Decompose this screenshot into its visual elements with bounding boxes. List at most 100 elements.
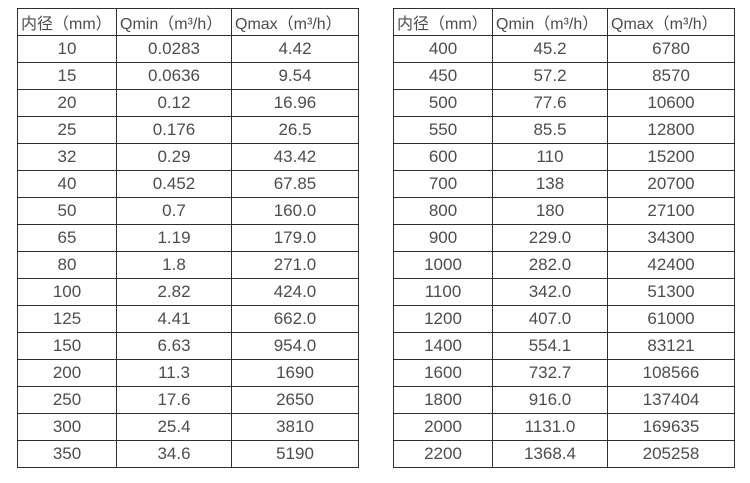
cell: 1800: [393, 386, 493, 414]
cell: 732.7: [492, 359, 608, 387]
cell: 1.8: [116, 251, 232, 279]
cell: 800: [393, 197, 493, 225]
cell: 20: [17, 89, 117, 117]
table-row: 350 34.6 5190: [17, 440, 359, 468]
table-row: 400 45.2 6780: [393, 35, 735, 63]
header-row: 内径（mm） Qmin（m³/h） Qmax（m³/h）: [393, 8, 735, 36]
cell: 0.12: [116, 89, 232, 117]
col-header: Qmin（m³/h）: [492, 8, 608, 36]
cell: 34300: [607, 224, 735, 252]
cell: 0.0283: [116, 35, 232, 63]
cell: 0.7: [116, 197, 232, 225]
cell: 32: [17, 143, 117, 171]
cell: 450: [393, 62, 493, 90]
cell: 662.0: [231, 305, 359, 333]
cell: 424.0: [231, 278, 359, 306]
cell: 180: [492, 197, 608, 225]
cell: 205258: [607, 440, 735, 468]
cell: 85.5: [492, 116, 608, 144]
cell: 8570: [607, 62, 735, 90]
cell: 6780: [607, 35, 735, 63]
cell: 10: [17, 35, 117, 63]
cell: 80: [17, 251, 117, 279]
cell: 15: [17, 62, 117, 90]
cell: 1131.0: [492, 413, 608, 441]
cell: 1400: [393, 332, 493, 360]
table-row: 600 110 15200: [393, 143, 735, 171]
cell: 42400: [607, 251, 735, 279]
table-row: 40 0.452 67.85: [17, 170, 359, 198]
cell: 27100: [607, 197, 735, 225]
cell: 1200: [393, 305, 493, 333]
table-row: 50 0.7 160.0: [17, 197, 359, 225]
table-row: 700 138 20700: [393, 170, 735, 198]
table-row: 125 4.41 662.0: [17, 305, 359, 333]
table-row: 65 1.19 179.0: [17, 224, 359, 252]
table-row: 80 1.8 271.0: [17, 251, 359, 279]
cell: 51300: [607, 278, 735, 306]
table-row: 1000 282.0 42400: [393, 251, 735, 279]
cell: 169635: [607, 413, 735, 441]
cell: 61000: [607, 305, 735, 333]
cell: 916.0: [492, 386, 608, 414]
cell: 554.1: [492, 332, 608, 360]
cell: 271.0: [231, 251, 359, 279]
table-row: 10 0.0283 4.42: [17, 35, 359, 63]
cell: 0.0636: [116, 62, 232, 90]
cell: 5190: [231, 440, 359, 468]
cell: 0.176: [116, 116, 232, 144]
cell: 26.5: [231, 116, 359, 144]
cell: 11.3: [116, 359, 232, 387]
table-row: 500 77.6 10600: [393, 89, 735, 117]
cell: 342.0: [492, 278, 608, 306]
cell: 2000: [393, 413, 493, 441]
cell: 200: [17, 359, 117, 387]
table-row: 450 57.2 8570: [393, 62, 735, 90]
table-row: 250 17.6 2650: [17, 386, 359, 414]
col-header: 内径（mm）: [17, 8, 117, 36]
cell: 50: [17, 197, 117, 225]
cell: 125: [17, 305, 117, 333]
table-row: 2000 1131.0 169635: [393, 413, 735, 441]
cell: 83121: [607, 332, 735, 360]
cell: 3810: [231, 413, 359, 441]
spec-tables-container: 内径（mm） Qmin（m³/h） Qmax（m³/h） 10 0.0283 4.42 15…: [17, 8, 735, 468]
cell: 250: [17, 386, 117, 414]
table-row: 2200 1368.4 205258: [393, 440, 735, 468]
table-row: 32 0.29 43.42: [17, 143, 359, 171]
table-row: 1800 916.0 137404: [393, 386, 735, 414]
col-header: Qmax（m³/h）: [231, 8, 359, 36]
cell: 2200: [393, 440, 493, 468]
cell: 65: [17, 224, 117, 252]
table-row: 150 6.63 954.0: [17, 332, 359, 360]
cell: 137404: [607, 386, 735, 414]
cell: 20700: [607, 170, 735, 198]
cell: 9.54: [231, 62, 359, 90]
cell: 0.452: [116, 170, 232, 198]
cell: 1600: [393, 359, 493, 387]
cell: 282.0: [492, 251, 608, 279]
table-row: 800 180 27100: [393, 197, 735, 225]
cell: 12800: [607, 116, 735, 144]
table-row: 100 2.82 424.0: [17, 278, 359, 306]
table-row: 1100 342.0 51300: [393, 278, 735, 306]
flow-table-large-diameters: 内径（mm） Qmin（m³/h） Qmax（m³/h） 400 45.2 6780 450…: [393, 8, 735, 468]
cell: 6.63: [116, 332, 232, 360]
cell: 1000: [393, 251, 493, 279]
table-row: 900 229.0 34300: [393, 224, 735, 252]
cell: 57.2: [492, 62, 608, 90]
cell: 2.82: [116, 278, 232, 306]
cell: 10600: [607, 89, 735, 117]
flow-table-small-diameters: 内径（mm） Qmin（m³/h） Qmax（m³/h） 10 0.0283 4.42 15…: [17, 8, 359, 468]
cell: 138: [492, 170, 608, 198]
cell: 179.0: [231, 224, 359, 252]
cell: 1100: [393, 278, 493, 306]
col-header: Qmax（m³/h）: [607, 8, 735, 36]
cell: 0.29: [116, 143, 232, 171]
header-row: 内径（mm） Qmin（m³/h） Qmax（m³/h）: [17, 8, 359, 36]
col-header: 内径（mm）: [393, 8, 493, 36]
table-row: 200 11.3 1690: [17, 359, 359, 387]
cell: 954.0: [231, 332, 359, 360]
cell: 25: [17, 116, 117, 144]
